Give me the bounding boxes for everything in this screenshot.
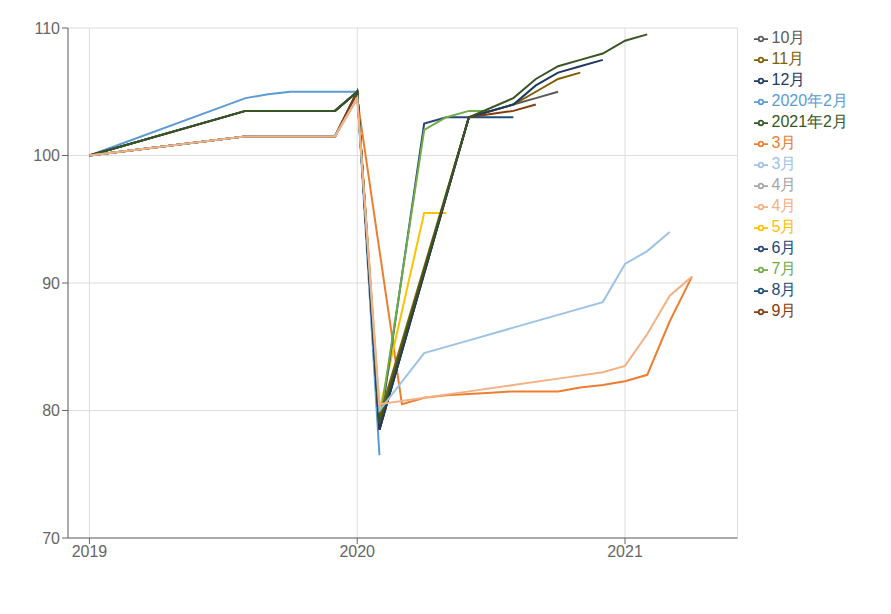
html-text:4月: 4月 [771,176,797,193]
svg-text:2021: 2021 [607,543,643,560]
svg-text:100: 100 [33,147,60,164]
html-text:8月: 8月 [771,281,797,298]
svg-text:80: 80 [42,402,60,419]
svg-text:2020: 2020 [339,543,375,560]
html-text:5月: 5月 [771,218,797,235]
html-text:3月: 3月 [771,134,797,151]
html-text:12月: 12月 [771,71,806,88]
svg-text:90: 90 [42,275,60,292]
html-text:10月: 10月 [771,29,806,46]
svg-text:110: 110 [34,20,60,37]
html-text:6月: 6月 [771,239,797,256]
html-text:4月: 4月 [771,197,797,214]
svg-text:2019: 2019 [72,543,108,560]
html-text:2021年2月: 2021年2月 [771,113,848,130]
html-text:2020年2月: 2020年2月 [771,92,848,109]
html-text:7月: 7月 [771,260,797,277]
svg-text:70: 70 [42,530,60,547]
html-text:9月: 9月 [771,302,797,319]
html-text:3月: 3月 [771,155,797,172]
html-text:11月: 11月 [771,50,805,67]
